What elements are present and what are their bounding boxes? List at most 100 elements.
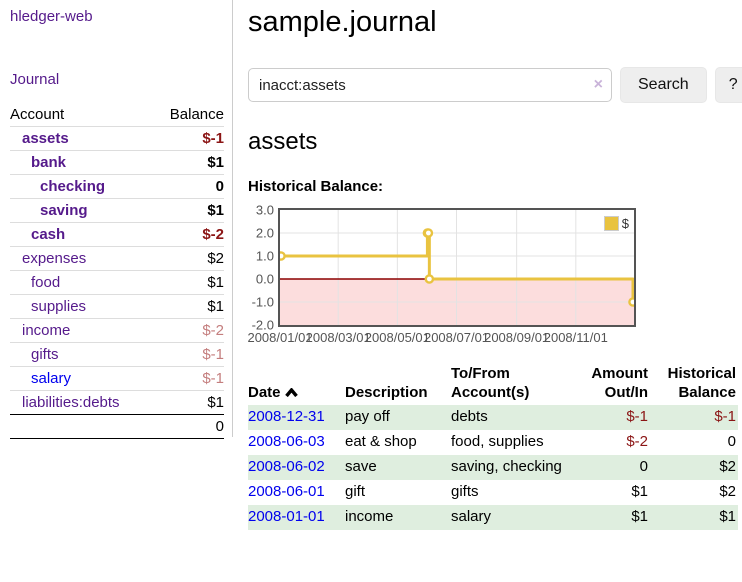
accounts-total-value: 0 [215,418,224,435]
account-heading: assets [248,128,318,155]
transaction-date-link[interactable]: 2008-06-02 [248,458,325,475]
account-link[interactable]: expenses [22,250,87,267]
account-link[interactable]: assets [22,130,69,147]
account-link[interactable]: gifts [31,346,59,363]
transaction-description: pay off [345,408,390,425]
account-link[interactable]: saving [40,202,88,219]
account-row: cash $-2 [10,222,224,246]
transaction-amount: $1 [631,483,648,500]
chart-legend: $ [601,215,631,232]
transaction-balance: 0 [727,433,736,450]
register-table: Date Description To/From Account(s) Amou… [248,362,738,530]
data-point-marker [276,251,286,261]
account-balance: $1 [207,298,224,315]
register-row: 2008-06-03 eat & shop food, supplies $-2… [248,430,738,455]
chart-canvas [276,210,638,325]
description-column-header: Description [345,384,428,401]
search-form: × Search ? [248,67,742,103]
account-row: bank $1 [10,150,224,174]
transaction-balance: $2 [719,483,736,500]
transaction-balance: $2 [719,458,736,475]
transaction-accounts: salary [451,508,492,525]
account-link[interactable]: supplies [31,298,87,315]
account-row: assets $-1 [10,126,224,150]
account-link[interactable]: bank [31,154,67,171]
sidebar-item-journal[interactable]: Journal [10,71,60,88]
x-axis-tick-label: 2008/09/01 [484,330,550,345]
transaction-accounts: debts [451,408,488,425]
register-row: 2008-06-01 gift gifts $1 $2 [248,480,738,505]
account-balance: $1 [207,394,224,411]
main-content: sample.journal × Search ? assets Histori… [247,0,742,530]
transaction-accounts: food, supplies [451,433,544,450]
transaction-balance: $-1 [714,408,736,425]
transaction-amount: $-2 [626,433,648,450]
transaction-description: gift [345,483,366,500]
account-link[interactable]: income [22,322,71,339]
sort-ascending-icon [284,387,298,398]
data-point-marker [423,228,434,238]
account-row: saving $1 [10,198,224,222]
account-row: gifts $-1 [10,342,224,366]
x-axis-tick-label: 2008/01/01 [247,330,313,345]
y-axis-tick-label: -1.0 [251,294,274,310]
x-axis-tick-label: 2008/11/01 [543,330,608,345]
register-row: 2008-12-31 pay off debts $-1 $-1 [248,405,738,430]
account-link[interactable]: liabilities:debts [22,394,120,411]
data-point-marker [628,297,638,307]
account-balance: $-2 [202,322,224,339]
accounts-table-header: Account Balance [10,103,224,126]
account-balance: $1 [207,154,224,171]
account-balance: $-1 [202,370,224,387]
account-link[interactable]: cash [31,226,66,243]
transaction-accounts: gifts [451,483,479,500]
transaction-description: income [345,508,394,525]
transaction-description: save [345,458,377,475]
y-axis-tick-label: 1.0 [255,248,274,264]
account-row: checking 0 [10,174,224,198]
transaction-date-link[interactable]: 2008-06-01 [248,483,325,500]
x-axis-tick-label: 2008/03/01 [305,330,371,345]
accounts-balance-table: Account Balance assets $-1 bank $1 check… [10,103,224,439]
date-column-header[interactable]: Date [248,362,345,405]
balance-column-header: Balance [169,106,224,123]
chart-plot-area: $ [276,208,638,327]
clear-search-icon[interactable]: × [593,76,603,93]
legend-label: $ [621,216,629,231]
chart-title: Historical Balance: [248,178,384,195]
transaction-date-link[interactable]: 2008-01-01 [248,508,325,525]
account-row: food $1 [10,270,224,294]
y-axis-tick-label: 0.0 [255,271,274,287]
account-link[interactable]: salary [31,370,72,387]
page-title: sample.journal [248,6,437,38]
transaction-accounts: saving, checking [451,458,562,475]
search-input[interactable] [248,68,612,102]
account-balance: $-1 [202,130,224,147]
account-balance: 0 [215,178,224,195]
account-balance: $1 [207,274,224,291]
account-row: expenses $2 [10,246,224,270]
transaction-date-link[interactable]: 2008-06-03 [248,433,325,450]
sidebar: hledger-web Journal Account Balance asse… [0,0,233,439]
transaction-amount: $1 [631,508,648,525]
data-point-marker [424,274,435,284]
account-row: salary $-1 [10,366,224,390]
account-row: liabilities:debts $1 [10,390,224,414]
transaction-date-link[interactable]: 2008-12-31 [248,408,325,425]
account-link[interactable]: checking [40,178,106,195]
x-axis-tick-label: 2008/05/01 [364,330,430,345]
accounts-total-row: 0 [10,414,224,439]
y-axis-tick-label: -2.0 [251,317,274,333]
amount-column-header: Amount Out/In [591,365,648,401]
historical-balance-chart: $ 3.0 2.0 1.0 0.0 -1.0 -2.0 2008/01/01 2008/03/… [247,202,678,350]
app-brand-link[interactable]: hledger-web [10,8,93,25]
register-header-row: Date Description To/From Account(s) Amou… [248,362,738,405]
search-button[interactable]: Search [620,67,707,103]
account-balance: $-1 [202,346,224,363]
accounts-column-header: To/From Account(s) [451,365,530,401]
account-link[interactable]: food [31,274,61,291]
balance-column-header-register: Historical Balance [667,365,736,401]
y-axis-tick-label: 3.0 [255,202,274,218]
transaction-description: eat & shop [345,433,417,450]
help-button[interactable]: ? [714,67,742,103]
